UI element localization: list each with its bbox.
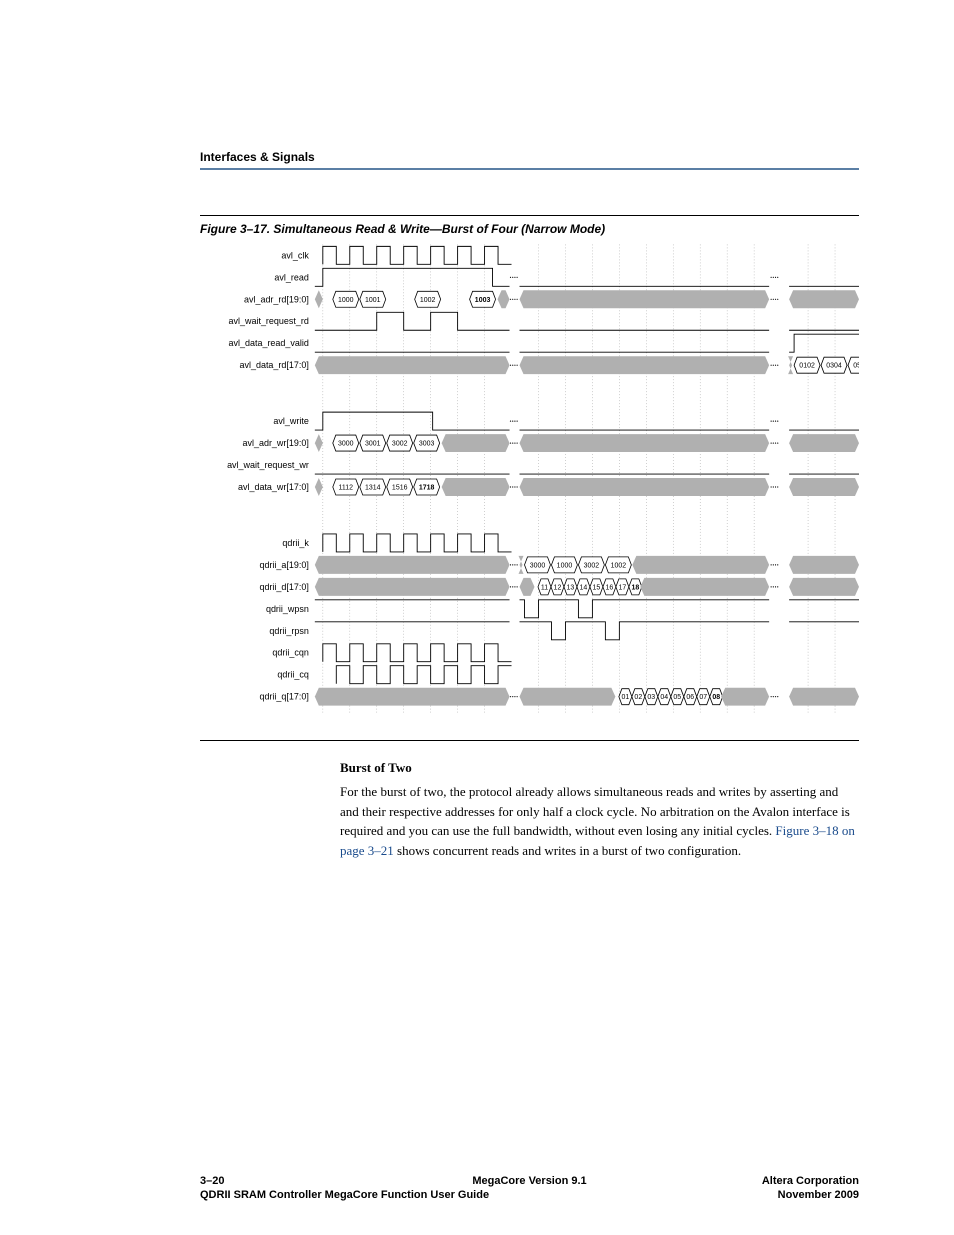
svg-text:avl_data_rd[17:0]: avl_data_rd[17:0] [240,360,309,370]
svg-text:1718: 1718 [419,484,435,491]
para-part-1: and [819,784,838,799]
svg-text:01: 01 [621,694,629,701]
svg-text:18: 18 [631,584,639,591]
footer-right: Altera Corporation November 2009 [762,1175,859,1201]
footer-center: MegaCore Version 9.1 [200,1175,859,1187]
svg-text:08: 08 [712,694,720,701]
svg-text:avl_adr_wr[19:0]: avl_adr_wr[19:0] [243,438,309,448]
svg-text:qdrii_rpsn: qdrii_rpsn [269,626,308,636]
para-part-2: and their respective addresses for only … [340,804,850,839]
svg-text:03: 03 [647,694,655,701]
svg-text:1003: 1003 [475,297,491,304]
footer-guide: QDRII SRAM Controller MegaCore Function … [200,1189,489,1201]
svg-text:02: 02 [634,694,642,701]
svg-text:qdrii_wpsn: qdrii_wpsn [266,604,309,614]
svg-text:1314: 1314 [365,484,381,491]
svg-text:qdrii_cqn: qdrii_cqn [272,648,308,658]
svg-text:16: 16 [605,584,613,591]
footer-company: Altera Corporation [762,1175,859,1187]
footer-version: MegaCore Version 9.1 [200,1175,859,1187]
figure-caption: Figure 3–17. Simultaneous Read & Write—B… [200,222,859,236]
svg-text:avl_data_wr[17:0]: avl_data_wr[17:0] [238,482,309,492]
svg-text:avl_clk: avl_clk [281,250,309,260]
section-rule [200,168,859,170]
svg-text:1002: 1002 [420,297,436,304]
svg-text:0304: 0304 [826,363,842,370]
diagram-svg: avl_clk avl_read avl_adr_rd[19:0] 1000 1001 1… [200,244,859,734]
burst-of-two-heading: Burst of Two [340,760,859,776]
svg-text:1000: 1000 [338,297,354,304]
svg-text:avl_read: avl_read [274,272,308,282]
svg-text:07: 07 [699,694,707,701]
svg-text:3002: 3002 [392,441,408,448]
svg-text:14: 14 [580,584,588,591]
body-text: Burst of Two For the burst of two, the p… [340,760,859,860]
para-part-0: For the burst of two, the protocol alrea… [340,784,819,799]
svg-text:06: 06 [686,694,694,701]
svg-text:1516: 1516 [392,484,408,491]
svg-text:0102: 0102 [799,363,815,370]
svg-text:04: 04 [660,694,668,701]
svg-text:avl_wait_request_wr: avl_wait_request_wr [227,460,309,470]
svg-text:avl_data_read_valid: avl_data_read_valid [229,338,309,348]
svg-text:3000: 3000 [530,562,546,569]
svg-text:11: 11 [541,584,548,591]
svg-text:avl_write: avl_write [273,416,308,426]
svg-text:1112: 1112 [339,484,354,491]
svg-text:qdrii_q[17:0]: qdrii_q[17:0] [259,692,308,702]
svg-text:3002: 3002 [584,562,600,569]
svg-text:3001: 3001 [365,441,381,448]
section-title: Interfaces & Signals [200,150,859,168]
svg-text:12: 12 [554,584,562,591]
burst-of-two-paragraph: For the burst of two, the protocol alrea… [340,782,859,860]
svg-text:avl_wait_request_rd: avl_wait_request_rd [229,316,309,326]
svg-text:1000: 1000 [557,562,573,569]
svg-text:0506: 0506 [853,363,859,370]
svg-text:qdrii_cq: qdrii_cq [277,670,308,680]
svg-text:17: 17 [618,584,626,591]
svg-text:3000: 3000 [338,441,354,448]
svg-text:15: 15 [593,584,601,591]
figure-block: Figure 3–17. Simultaneous Read & Write—B… [200,215,859,741]
figure-top-rule [200,215,859,216]
svg-text:qdrii_a[19:0]: qdrii_a[19:0] [259,560,308,570]
svg-text:1002: 1002 [611,562,627,569]
svg-text:1001: 1001 [365,297,381,304]
svg-text:qdrii_d[17:0]: qdrii_d[17:0] [259,582,308,592]
svg-text:3003: 3003 [419,441,435,448]
svg-text:05: 05 [673,694,681,701]
timing-diagram: avl_clk avl_read avl_adr_rd[19:0] 1000 1001 1… [200,244,859,734]
svg-text:qdrii_k: qdrii_k [282,538,309,548]
para-part-3: shows concurrent reads and writes in a b… [397,843,741,858]
figure-bottom-rule [200,740,859,741]
section-header: Interfaces & Signals [200,150,859,170]
svg-text:13: 13 [567,584,575,591]
footer-date: November 2009 [762,1189,859,1201]
svg-text:avl_adr_rd[19:0]: avl_adr_rd[19:0] [244,294,309,304]
